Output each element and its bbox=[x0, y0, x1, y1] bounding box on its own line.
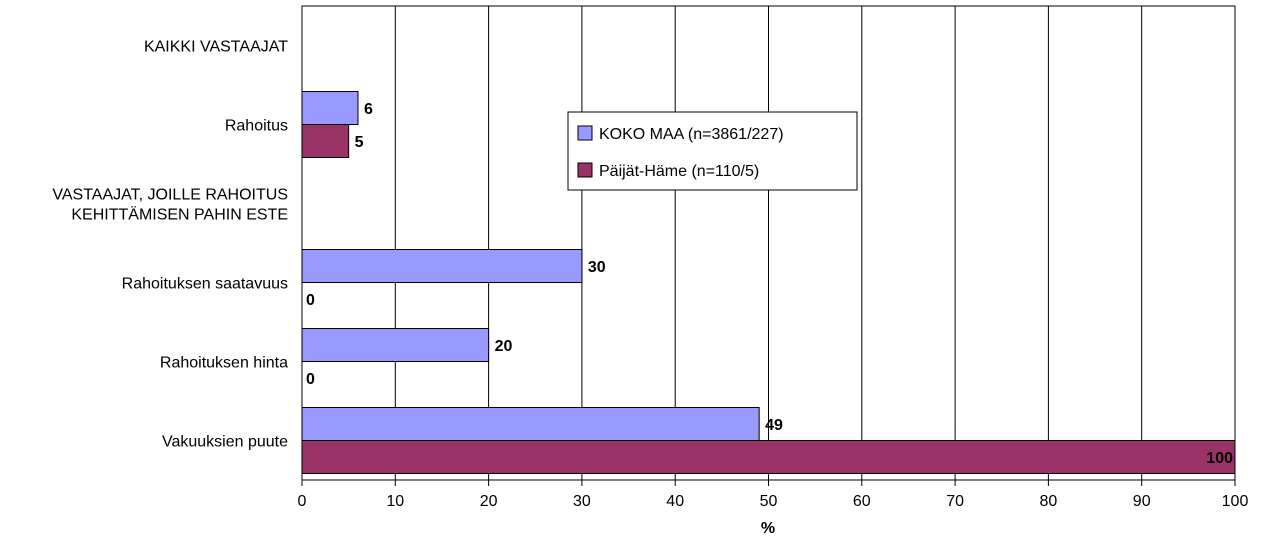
x-tick-label: 50 bbox=[760, 493, 778, 510]
data-label: 30 bbox=[588, 259, 606, 276]
data-label: 6 bbox=[364, 101, 373, 118]
x-tick-label: 0 bbox=[298, 493, 307, 510]
legend: KOKO MAA (n=3861/227) Päijät-Häme (n=110/… bbox=[567, 111, 858, 191]
x-tick-label: 90 bbox=[1133, 493, 1151, 510]
x-tick-label: 10 bbox=[386, 493, 404, 510]
category-label: Rahoituksen hinta bbox=[160, 355, 288, 372]
data-label: 49 bbox=[765, 417, 783, 434]
x-tick-label: 70 bbox=[946, 493, 964, 510]
gridlines bbox=[301, 5, 1236, 481]
x-axis-ticks: 0 10 20 30 40 50 60 70 80 90 100 bbox=[298, 480, 1249, 510]
bar bbox=[301, 124, 350, 158]
data-label: 0 bbox=[306, 371, 315, 388]
category-label: Rahoituksen saatavuus bbox=[122, 276, 288, 293]
legend-swatch bbox=[577, 125, 593, 141]
bar bbox=[301, 407, 760, 441]
x-axis-title: % bbox=[761, 520, 775, 537]
legend-box bbox=[567, 111, 858, 191]
category-label: KEHITTÄMISEN PAHIN ESTE bbox=[71, 206, 288, 224]
bar bbox=[301, 249, 583, 283]
x-tick-label: 100 bbox=[1222, 493, 1249, 510]
x-tick-label: 30 bbox=[573, 493, 591, 510]
bar bbox=[301, 91, 359, 125]
bar bbox=[301, 440, 1236, 474]
legend-swatch bbox=[577, 162, 593, 178]
category-label: Vakuuksien puute bbox=[162, 434, 288, 451]
bar bbox=[301, 328, 490, 362]
data-label: 100 bbox=[1206, 450, 1233, 467]
legend-label: Päijät-Häme (n=110/5) bbox=[599, 163, 759, 180]
data-label: 20 bbox=[495, 338, 513, 355]
data-label: 5 bbox=[355, 134, 364, 151]
bars bbox=[301, 91, 1236, 474]
data-label: 0 bbox=[306, 292, 315, 309]
x-tick-label: 80 bbox=[1040, 493, 1058, 510]
category-label: VASTAAJAT, JOILLE RAHOITUS bbox=[52, 187, 288, 204]
category-labels: KAIKKI VASTAAJAT Rahoitus VASTAAJAT, JOILL… bbox=[52, 39, 288, 451]
x-tick-label: 20 bbox=[480, 493, 498, 510]
category-label: Rahoitus bbox=[225, 118, 288, 135]
data-labels: 65 30 0 20 0 49 100 bbox=[306, 101, 1233, 467]
category-label: KAIKKI VASTAAJAT bbox=[144, 39, 288, 56]
legend-label: KOKO MAA (n=3861/227) bbox=[599, 126, 784, 143]
x-tick-label: 40 bbox=[666, 493, 684, 510]
x-tick-label: 60 bbox=[853, 493, 871, 510]
